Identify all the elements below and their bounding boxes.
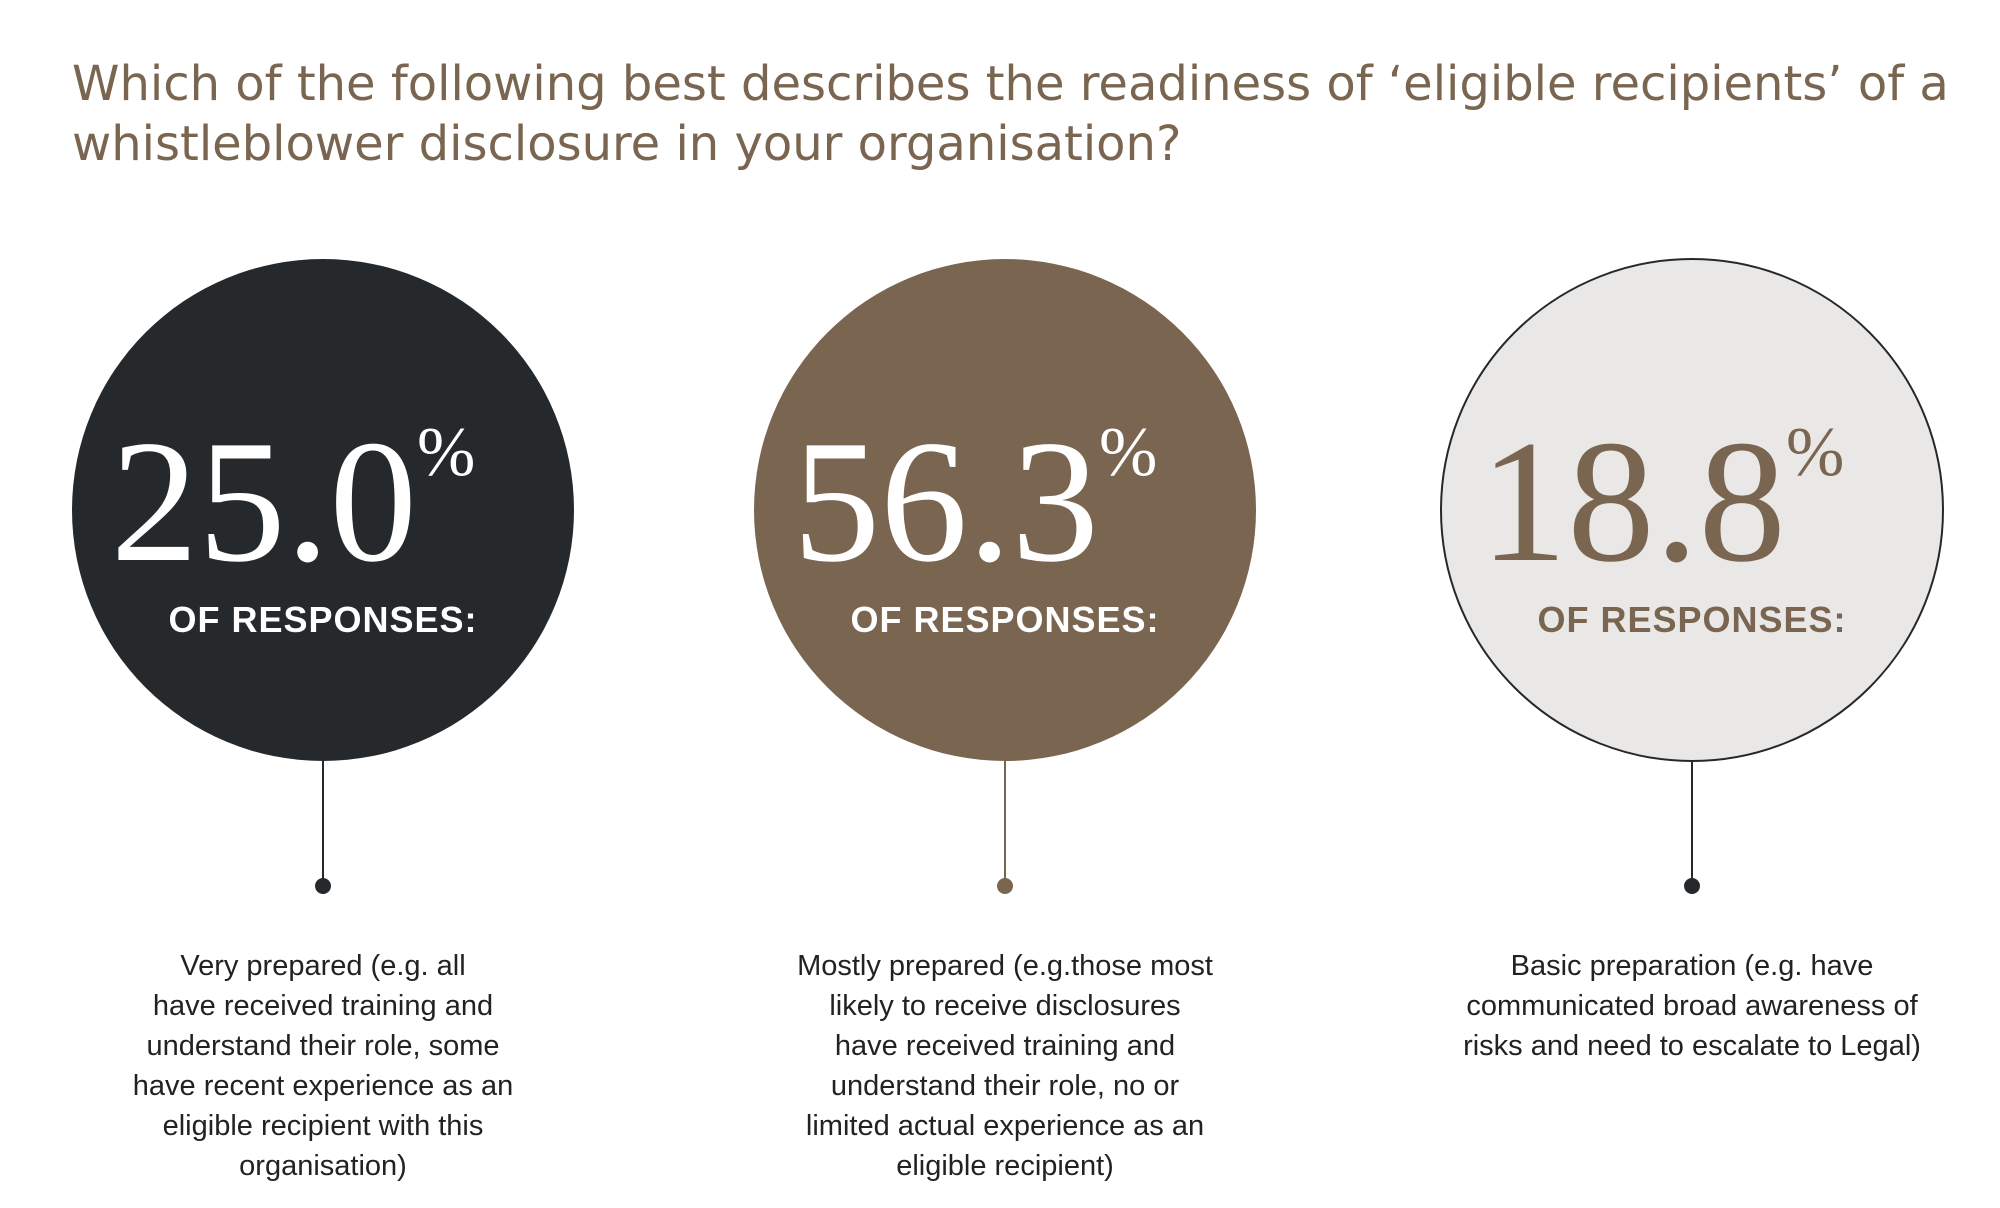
description-line: have recent experience as an [133,1070,513,1102]
title-line: whistleblower disclosure in your organis… [72,116,1181,172]
responses-label: OF RESPONSES: [168,599,477,640]
description-line: Basic preparation (e.g. have [1511,950,1874,982]
connector-dot [1684,878,1700,894]
description-line: organisation) [239,1150,407,1182]
percentage-unit: % [1786,414,1844,491]
percentage-value: 56.3 [793,404,1099,598]
connector-dot [315,878,331,894]
percentage: 18.8% [1480,404,1845,598]
connector-dot [997,878,1013,894]
percentage: 25.0% [111,404,476,598]
description-line: eligible recipient) [896,1150,1114,1182]
responses-label: OF RESPONSES: [1537,599,1846,640]
percentage-unit: % [417,414,475,491]
percentage-value: 25.0 [111,404,417,598]
responses-label: OF RESPONSES: [850,599,1159,640]
percentage-unit: % [1099,414,1157,491]
description-line: have received training and [835,1030,1175,1062]
description-line: understand their role, some [146,1030,499,1062]
description-line: likely to receive disclosures [829,990,1180,1022]
description-line: limited actual experience as an [806,1110,1204,1142]
description-line: risks and need to escalate to Legal) [1463,1030,1921,1062]
circle [72,259,574,761]
percentage: 56.3% [793,404,1158,598]
description-line: have received training and [153,990,493,1022]
description-line: Very prepared (e.g. all [180,950,465,982]
description-line: eligible recipient with this [163,1110,484,1142]
percentage-value: 18.8 [1480,404,1786,598]
title-line: Which of the following best describes th… [72,56,1949,112]
description-line: communicated broad awareness of [1466,990,1918,1022]
description-line: Mostly prepared (e.g.those most [797,950,1213,982]
circle [754,259,1256,761]
description-line: understand their role, no or [831,1070,1180,1102]
